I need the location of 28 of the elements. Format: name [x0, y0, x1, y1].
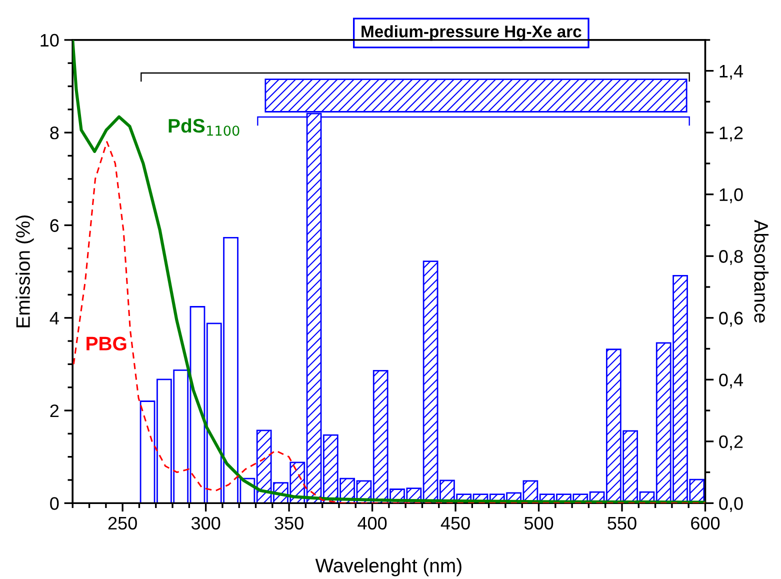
- y2-tick-label: 0,8: [719, 250, 743, 265]
- y-tick-label: 2: [50, 404, 59, 418]
- y-axis-title: Emission (%): [16, 215, 34, 328]
- series-label: PBG: [86, 336, 126, 350]
- x-tick-label: 450: [440, 516, 470, 530]
- x-tick-label: 550: [608, 516, 636, 530]
- x-axis-title: Wavelenght (nm): [315, 558, 462, 576]
- series-label: PdS$_{1100}$: [168, 118, 240, 136]
- y-tick-label: 0: [50, 497, 59, 510]
- y2-tick-label: 0,0: [719, 497, 743, 512]
- y-tick-label: 10: [40, 34, 59, 47]
- y2-tick-label: 0,2: [719, 435, 743, 450]
- y2-tick-label: 1,2: [720, 126, 743, 142]
- y2-tick-label: 1,0: [720, 188, 743, 204]
- y2-tick-label: 0,4: [719, 374, 744, 388]
- x-tick-label: 400: [358, 516, 387, 530]
- y-tick-label: 8: [50, 126, 59, 140]
- chart-title: Medium-pressure Hg-Xe arc: [362, 25, 582, 41]
- x-tick-label: 500: [524, 516, 554, 530]
- y2-tick-label: 1,4: [720, 64, 744, 80]
- y-tick-label: 4: [50, 312, 59, 324]
- y2-axis-title: Absorbance: [754, 220, 769, 323]
- x-tick-label: 300: [191, 516, 220, 530]
- y2-tick-label: 0,6: [719, 312, 743, 327]
- y-tick-label: 6: [50, 219, 59, 232]
- x-tick-label: 600: [691, 516, 720, 530]
- x-tick-label: 250: [108, 516, 137, 530]
- x-tick-label: 350: [274, 516, 304, 530]
